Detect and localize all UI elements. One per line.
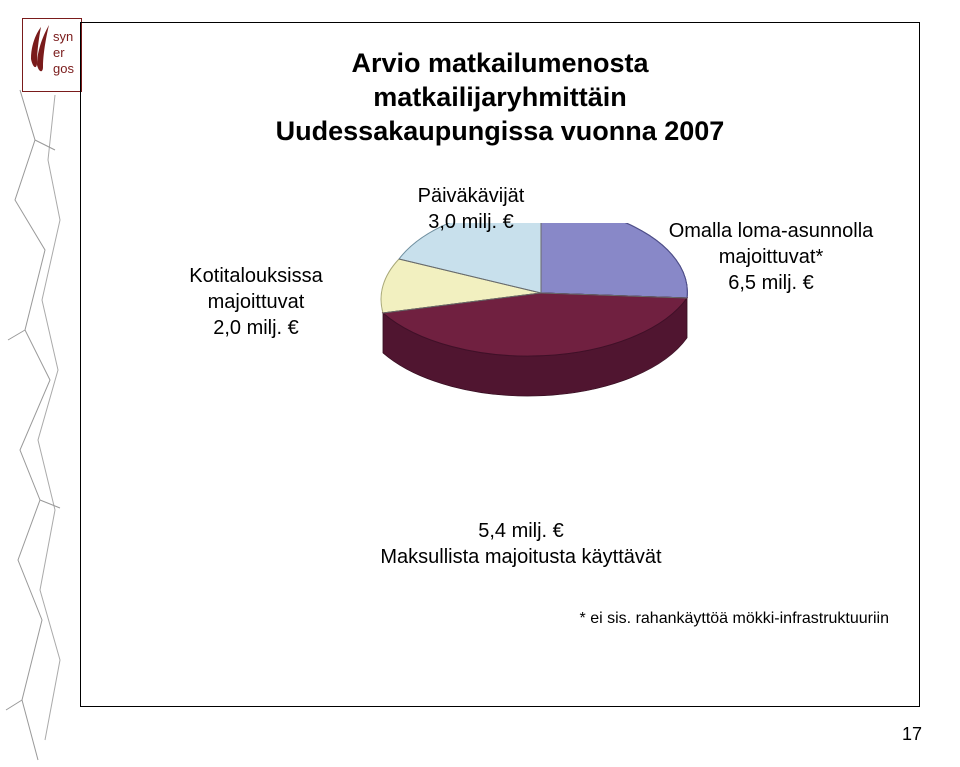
- label-paivakavijat: Päiväkävijät 3,0 milj. €: [381, 183, 561, 235]
- label-omalla-value: 6,5 milj. €: [728, 272, 814, 294]
- label-koti-value: 2,0 milj. €: [213, 317, 299, 339]
- label-omalla: Omalla loma-asunnolla majoittuvat* 6,5 m…: [641, 218, 901, 296]
- label-kotitalouksissa: Kotitalouksissa majoittuvat 2,0 milj. €: [171, 263, 341, 341]
- page-number: 17: [902, 724, 922, 745]
- content-frame: Arvio matkailumenosta matkailijaryhmittä…: [80, 22, 920, 707]
- slide: syn er gos Arvio matkailumenosta matkail…: [0, 0, 960, 767]
- title-line3: Uudessakaupungissa vuonna 2007: [276, 116, 725, 146]
- label-maks-value: 5,4 milj. €: [478, 520, 564, 542]
- footnote: * ei sis. rahankäyttöä mökki-infrastrukt…: [580, 610, 889, 628]
- logo: syn er gos: [22, 18, 82, 92]
- svg-text:syn: syn: [53, 29, 73, 44]
- label-paivakavijat-name: Päiväkävijät: [418, 185, 525, 207]
- decorative-crack: [0, 0, 90, 767]
- svg-text:er: er: [53, 45, 65, 60]
- title-line1: Arvio matkailumenosta: [351, 48, 648, 78]
- title-line2: matkailijaryhmittäin: [373, 82, 627, 112]
- label-maksullista: 5,4 milj. € Maksullista majoitusta käytt…: [361, 518, 681, 570]
- label-koti-l2: majoittuvat: [208, 291, 305, 313]
- label-omalla-name-l2: majoittuvat*: [719, 246, 824, 268]
- label-maks-name: Maksullista majoitusta käyttävät: [380, 546, 661, 568]
- label-koti-l1: Kotitalouksissa: [189, 265, 322, 287]
- chart-title: Arvio matkailumenosta matkailijaryhmittä…: [81, 47, 919, 148]
- label-paivakavijat-value: 3,0 milj. €: [428, 211, 514, 233]
- svg-text:gos: gos: [53, 61, 74, 76]
- label-omalla-name-l1: Omalla loma-asunnolla: [669, 220, 874, 242]
